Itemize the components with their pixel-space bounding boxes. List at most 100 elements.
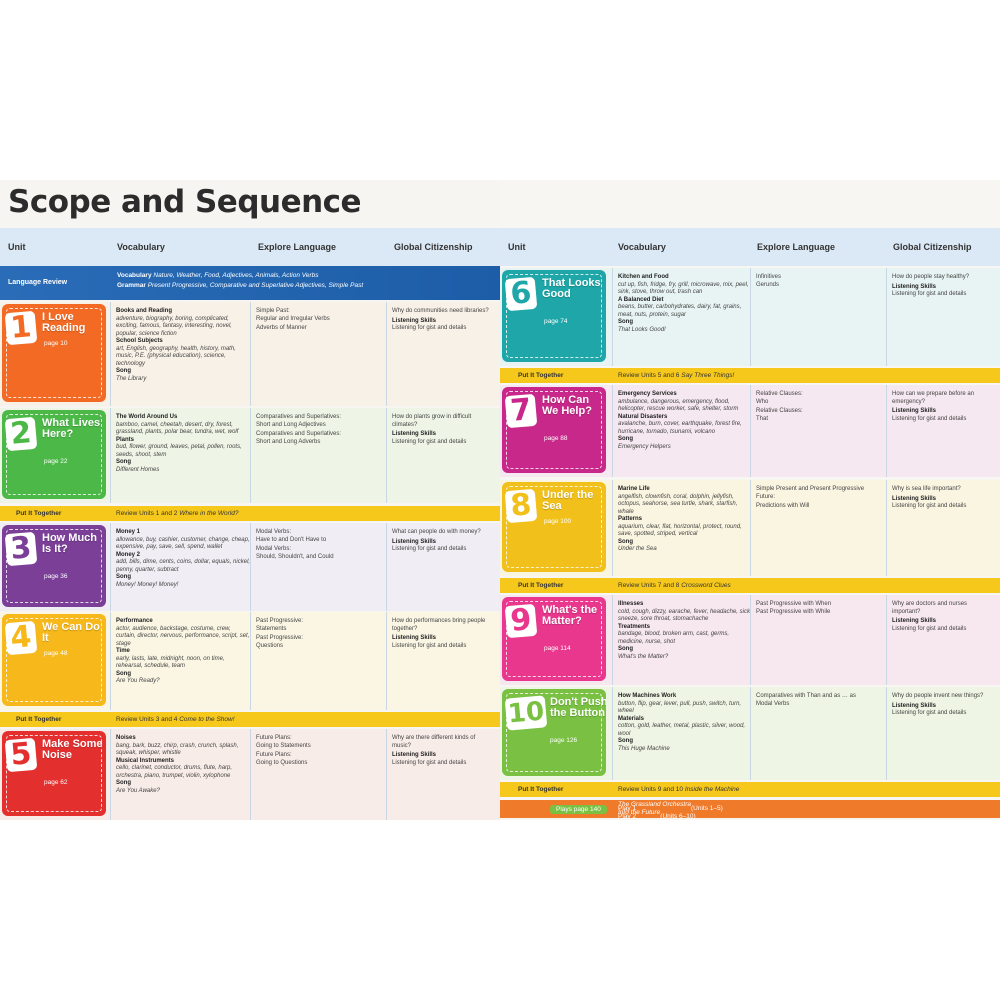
explore-language-cell: Simple Present and Present Progressive Fu… xyxy=(756,486,886,511)
explore-line: Past Progressive with While xyxy=(756,608,831,615)
global-question: Why do communities need libraries? xyxy=(392,308,489,314)
card-dashed-border xyxy=(6,529,102,603)
column-divider xyxy=(750,385,751,477)
unit-page: page 48 xyxy=(44,650,68,657)
unit-row: 2 What Lives Here? page 22 The World Around… xyxy=(0,408,500,503)
explore-line: Have to and Don't Have to xyxy=(256,536,327,543)
vocab-heading: School Subjects xyxy=(116,338,163,344)
unit-title: I Love Reading xyxy=(42,311,86,334)
language-review-bar: Language Review Vocabulary Nature, Weath… xyxy=(0,266,500,300)
column-divider xyxy=(110,302,111,406)
vocab-heading: Emergency Services xyxy=(618,391,677,397)
explore-line: Comparatives and Superlatives: xyxy=(256,431,342,437)
header-explore: Explore Language xyxy=(258,242,337,252)
column-divider xyxy=(110,523,111,611)
unit-number: 6 xyxy=(504,275,538,312)
vocab-heading: Kitchen and Food xyxy=(618,274,669,280)
column-divider xyxy=(886,595,887,685)
unit-title: Don't Push the Button xyxy=(550,696,606,719)
header-unit: Unit xyxy=(508,242,526,252)
scope-sequence-spread: Scope and Sequence Unit Vocabulary Explo… xyxy=(0,180,1000,820)
put-it-together-review: Review Units 3 and 4 Come to the Show! xyxy=(116,716,235,723)
explore-line: Modal Verbs: xyxy=(256,546,292,552)
vocab-heading: Song xyxy=(116,574,131,580)
unit-page: page 22 xyxy=(44,458,68,465)
explore-line: Past Progressive with When xyxy=(756,601,832,607)
card-dashed-border xyxy=(506,486,602,568)
vocab-words: add, bills, dime, cents, coins, dollar, … xyxy=(116,559,251,573)
unit-card: 4 We Can Do It page 48 xyxy=(2,614,106,706)
column-divider xyxy=(612,480,613,576)
vocab-heading: Books and Reading xyxy=(116,308,173,314)
unit-number: 1 xyxy=(4,309,38,346)
unit-card: 7 How Can We Help? page 88 xyxy=(502,387,606,473)
unit-row: 5 Make Some Noise page 62 Noises bang, bark,… xyxy=(0,729,500,820)
vocab-words: Money! Money! Money! xyxy=(116,581,179,588)
put-it-together-bar: Put It Together Review Units 1 and 2 Wher… xyxy=(0,506,500,521)
column-divider xyxy=(612,687,613,780)
put-it-together-bar: Put It Together Review Units 7 and 8 Cros… xyxy=(500,578,1000,593)
vocab-words: What's the Matter? xyxy=(618,653,669,660)
global-citizenship-cell: How do performances bring people togethe… xyxy=(392,618,492,650)
unit-card: 8 Under the Sea page 100 xyxy=(502,482,606,572)
card-dashed-border xyxy=(6,735,102,812)
unit-number: 4 xyxy=(4,619,38,656)
put-it-together-label: Put It Together xyxy=(16,716,62,723)
unit-card: 9 What's the Matter? page 114 xyxy=(502,597,606,681)
card-dashed-border xyxy=(6,308,102,398)
explore-line: Going to Statements xyxy=(256,742,311,749)
put-it-together-label: Put It Together xyxy=(16,510,62,517)
explore-line: Simple Present and Present Progressive xyxy=(756,486,865,492)
global-question: How can we prepare before an emergency? xyxy=(892,391,975,405)
explore-language-cell: Simple Past: Regular and Irregular Verbs A… xyxy=(256,308,386,333)
vocab-heading: Materials xyxy=(618,715,645,722)
column-divider xyxy=(250,523,251,611)
vocab-words: button, flip, gear, lever, pull, push, s… xyxy=(618,700,742,715)
column-divider xyxy=(750,268,751,366)
explore-line: Should, Shouldn't, and Could xyxy=(256,553,334,560)
vocab-words: aquarium, clear, flat, horizontal, prote… xyxy=(618,523,742,538)
unit-row: 6 That Looks Good page 74 Kitchen and Food c… xyxy=(500,268,1000,366)
unit-title: We Can Do It xyxy=(42,621,100,644)
global-skill-text: Listening for gist and details xyxy=(892,625,967,632)
unit-title: What Lives Here? xyxy=(42,417,101,440)
unit-card: 6 That Looks Good page 74 xyxy=(502,270,606,362)
global-skill-text: Listening for gist and details xyxy=(392,325,467,331)
play-1: Play 1 The Grassland Orchestra (Units 1–… xyxy=(618,801,723,812)
header-unit: Unit xyxy=(8,242,26,252)
vocabulary-cell: Marine Life angelfish, clownfish, coral, … xyxy=(618,486,754,554)
card-dashed-border xyxy=(6,618,102,702)
global-skill-heading: Listening Skills xyxy=(392,635,437,641)
put-it-together-bar: Put It Together Review Units 3 and 4 Come… xyxy=(0,712,500,727)
explore-line: Modal Verbs: xyxy=(256,529,292,535)
vocab-words: cello, clarinet, conductor, drums, flute… xyxy=(116,765,233,779)
explore-language-cell: Past Progressive: Statements Past Progress… xyxy=(256,618,386,650)
vocab-heading: Illnesses xyxy=(618,601,644,607)
header-global: Global Citizenship xyxy=(893,242,972,252)
global-question: Why are there different kinds of music? xyxy=(392,735,476,749)
column-divider xyxy=(386,523,387,611)
vocab-heading: The World Around Us xyxy=(116,414,178,420)
put-it-together-bar: Put It Together Review Units 9 and 10 Ins… xyxy=(500,782,1000,797)
column-divider xyxy=(886,687,887,780)
column-divider xyxy=(250,302,251,406)
card-dashed-border xyxy=(6,414,102,495)
explore-line: Predictions with Will xyxy=(756,503,810,509)
global-skill-text: Listening for gist and details xyxy=(892,710,967,716)
vocab-heading: A Balanced Diet xyxy=(618,296,664,303)
vocab-heading: Patterns xyxy=(618,516,643,522)
column-divider xyxy=(386,729,387,820)
column-divider xyxy=(612,385,613,477)
global-citizenship-cell: How do people stay healthy? Listening Ski… xyxy=(892,274,992,299)
column-divider xyxy=(386,302,387,406)
unit-row: 3 How Much Is It? page 36 Money 1 allowance,… xyxy=(0,523,500,611)
global-citizenship-cell: How do plants grow in difficult climates… xyxy=(392,414,492,446)
global-citizenship-cell: Why is sea life important? Listening Skil… xyxy=(892,486,992,511)
vocab-heading: Song xyxy=(618,646,633,652)
global-citizenship-cell: Why do communities need libraries? Listen… xyxy=(392,308,492,333)
unit-number: 2 xyxy=(4,415,38,452)
unit-page: page 36 xyxy=(44,573,68,580)
left-page: Scope and Sequence Unit Vocabulary Explo… xyxy=(0,180,500,820)
